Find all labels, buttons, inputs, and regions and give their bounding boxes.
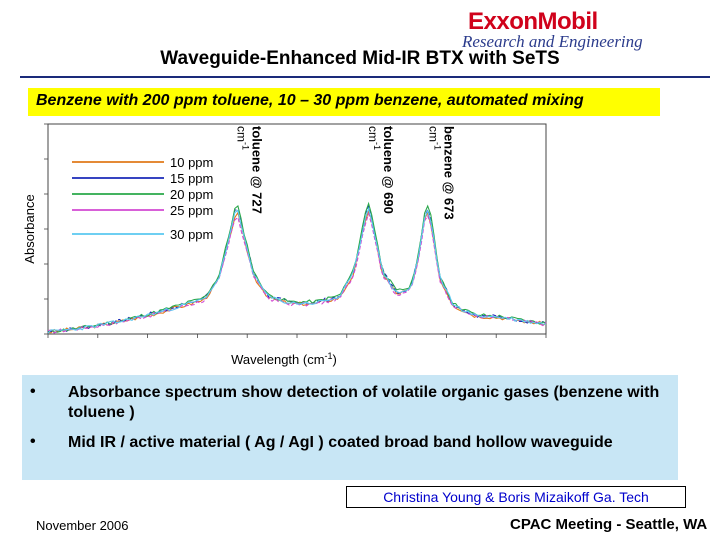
exxonmobil-logo: ExxonMobil Research and Engineering (462, 8, 712, 52)
slide-subtitle: Benzene with 200 ppm toluene, 10 – 30 pp… (36, 92, 584, 109)
peak-label: toluene @ 727 (250, 126, 265, 214)
bullet-text: Mid IR / active material ( Ag / AgI ) co… (68, 434, 613, 451)
legend-label: 20 ppm (170, 187, 213, 202)
series-line (47, 211, 547, 334)
x-axis-label: Wavelength (cm-1) (231, 351, 337, 367)
slide-title: Waveguide-Enhanced Mid-IR BTX with SeTS (160, 48, 560, 69)
series-line (47, 204, 547, 334)
chart-series (47, 201, 547, 334)
chart-axes: Absorbance Wavelength (cm-1) (22, 123, 547, 367)
logo-wordmark: ExxonMobil (468, 8, 598, 35)
bullet-marker: • (30, 383, 36, 400)
legend-label: 25 ppm (170, 203, 213, 218)
legend-label: 15 ppm (170, 171, 213, 186)
footer-meeting: CPAC Meeting - Seattle, WA (510, 516, 708, 533)
series-line (47, 206, 547, 334)
bullet-marker: • (30, 433, 36, 450)
series-line (47, 201, 547, 333)
bullet-panel (22, 375, 678, 480)
legend-label: 30 ppm (170, 227, 213, 242)
legend-label: 10 ppm (170, 155, 213, 170)
peak-unit: cm-1 (427, 126, 443, 150)
logo-tagline: Research and Engineering (462, 32, 643, 51)
peak-unit: cm-1 (366, 126, 382, 150)
footer-date: November 2006 (36, 518, 129, 533)
peak-unit: cm-1 (235, 126, 251, 150)
y-axis-label: Absorbance (22, 194, 37, 263)
author-credit: Christina Young & Boris Mizaikoff Ga. Te… (346, 486, 686, 508)
peak-label: benzene @ 673 (442, 126, 457, 220)
peak-label: toluene @ 690 (381, 126, 396, 214)
subtitle-highlight (28, 88, 660, 116)
bullet-text: Absorbance spectrum show detection of vo… (68, 384, 660, 421)
title-divider (20, 76, 710, 78)
